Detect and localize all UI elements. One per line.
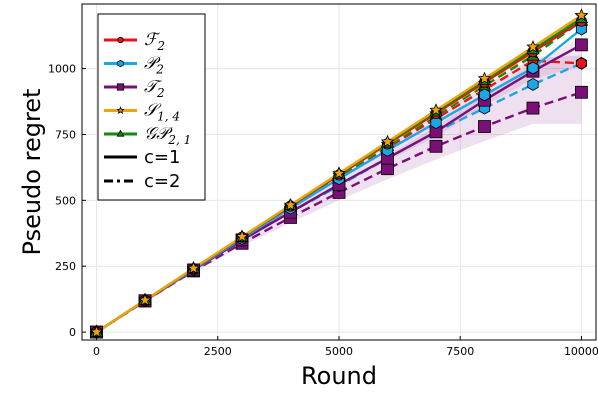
square-marker — [575, 38, 588, 52]
x-axis-title: Round — [301, 362, 377, 390]
hexagon-marker — [117, 59, 124, 68]
legend-label-subscript: 2 — [156, 86, 165, 100]
star-marker — [526, 39, 540, 53]
star-marker — [332, 166, 346, 180]
star-marker — [138, 293, 152, 306]
star-marker — [116, 106, 125, 114]
hexagon-marker — [527, 61, 539, 75]
x-tick-label: 7500 — [446, 345, 474, 358]
square-marker — [575, 85, 588, 99]
star-marker — [235, 229, 249, 243]
x-tick-label: 5000 — [325, 345, 353, 358]
star-marker — [429, 103, 443, 116]
square-marker — [429, 139, 443, 153]
square-marker — [526, 101, 540, 115]
y-axis-title: Pseudo regret — [18, 89, 46, 256]
hexagon-marker — [527, 77, 539, 91]
square-marker — [116, 83, 125, 91]
y-tick-label: 0 — [69, 326, 76, 339]
star-marker — [477, 71, 492, 85]
x-tick-label: 10000 — [564, 345, 598, 358]
legend-label-main: 𝒢𝒫 — [144, 124, 173, 144]
series-markers — [89, 8, 589, 339]
legend-label-main: ℱ — [144, 30, 161, 50]
legend-label-subscript: 2 — [156, 39, 165, 53]
y-tick-label: 750 — [55, 128, 76, 141]
y-tick-label: 250 — [55, 260, 76, 273]
hexagon-marker — [478, 88, 491, 102]
y-tick-label: 1000 — [48, 63, 76, 76]
legend-label-subscript: 2, 1 — [167, 133, 191, 147]
legend-label-subscript: 2 — [155, 63, 164, 77]
legend-label: 𝒢𝒫2, 1 — [144, 124, 191, 147]
legend-style-label: c=2 — [144, 171, 180, 192]
star-marker — [89, 325, 104, 338]
legend-box — [97, 13, 206, 201]
star-marker — [186, 261, 201, 275]
square-marker — [478, 120, 491, 133]
star-marker — [283, 198, 298, 211]
legend-label: ℱ2 — [144, 30, 165, 53]
axis-ticks: 0 2500 5000 7500 10000 0 250 500 750 1000 — [48, 63, 598, 358]
star-marker — [574, 8, 589, 22]
circle-marker — [117, 36, 124, 44]
legend-style-label: c=1 — [144, 147, 180, 168]
hexagon-marker — [575, 22, 587, 36]
circle-marker — [575, 57, 587, 69]
x-tick-label: 2500 — [204, 345, 232, 358]
star-marker — [380, 134, 395, 148]
x-tick-label: 0 — [93, 345, 100, 358]
legend-label-subscript: 1, 4 — [157, 110, 180, 124]
y-tick-label: 500 — [55, 194, 76, 207]
triangle-marker — [116, 129, 125, 137]
hexagon-marker — [430, 116, 442, 130]
